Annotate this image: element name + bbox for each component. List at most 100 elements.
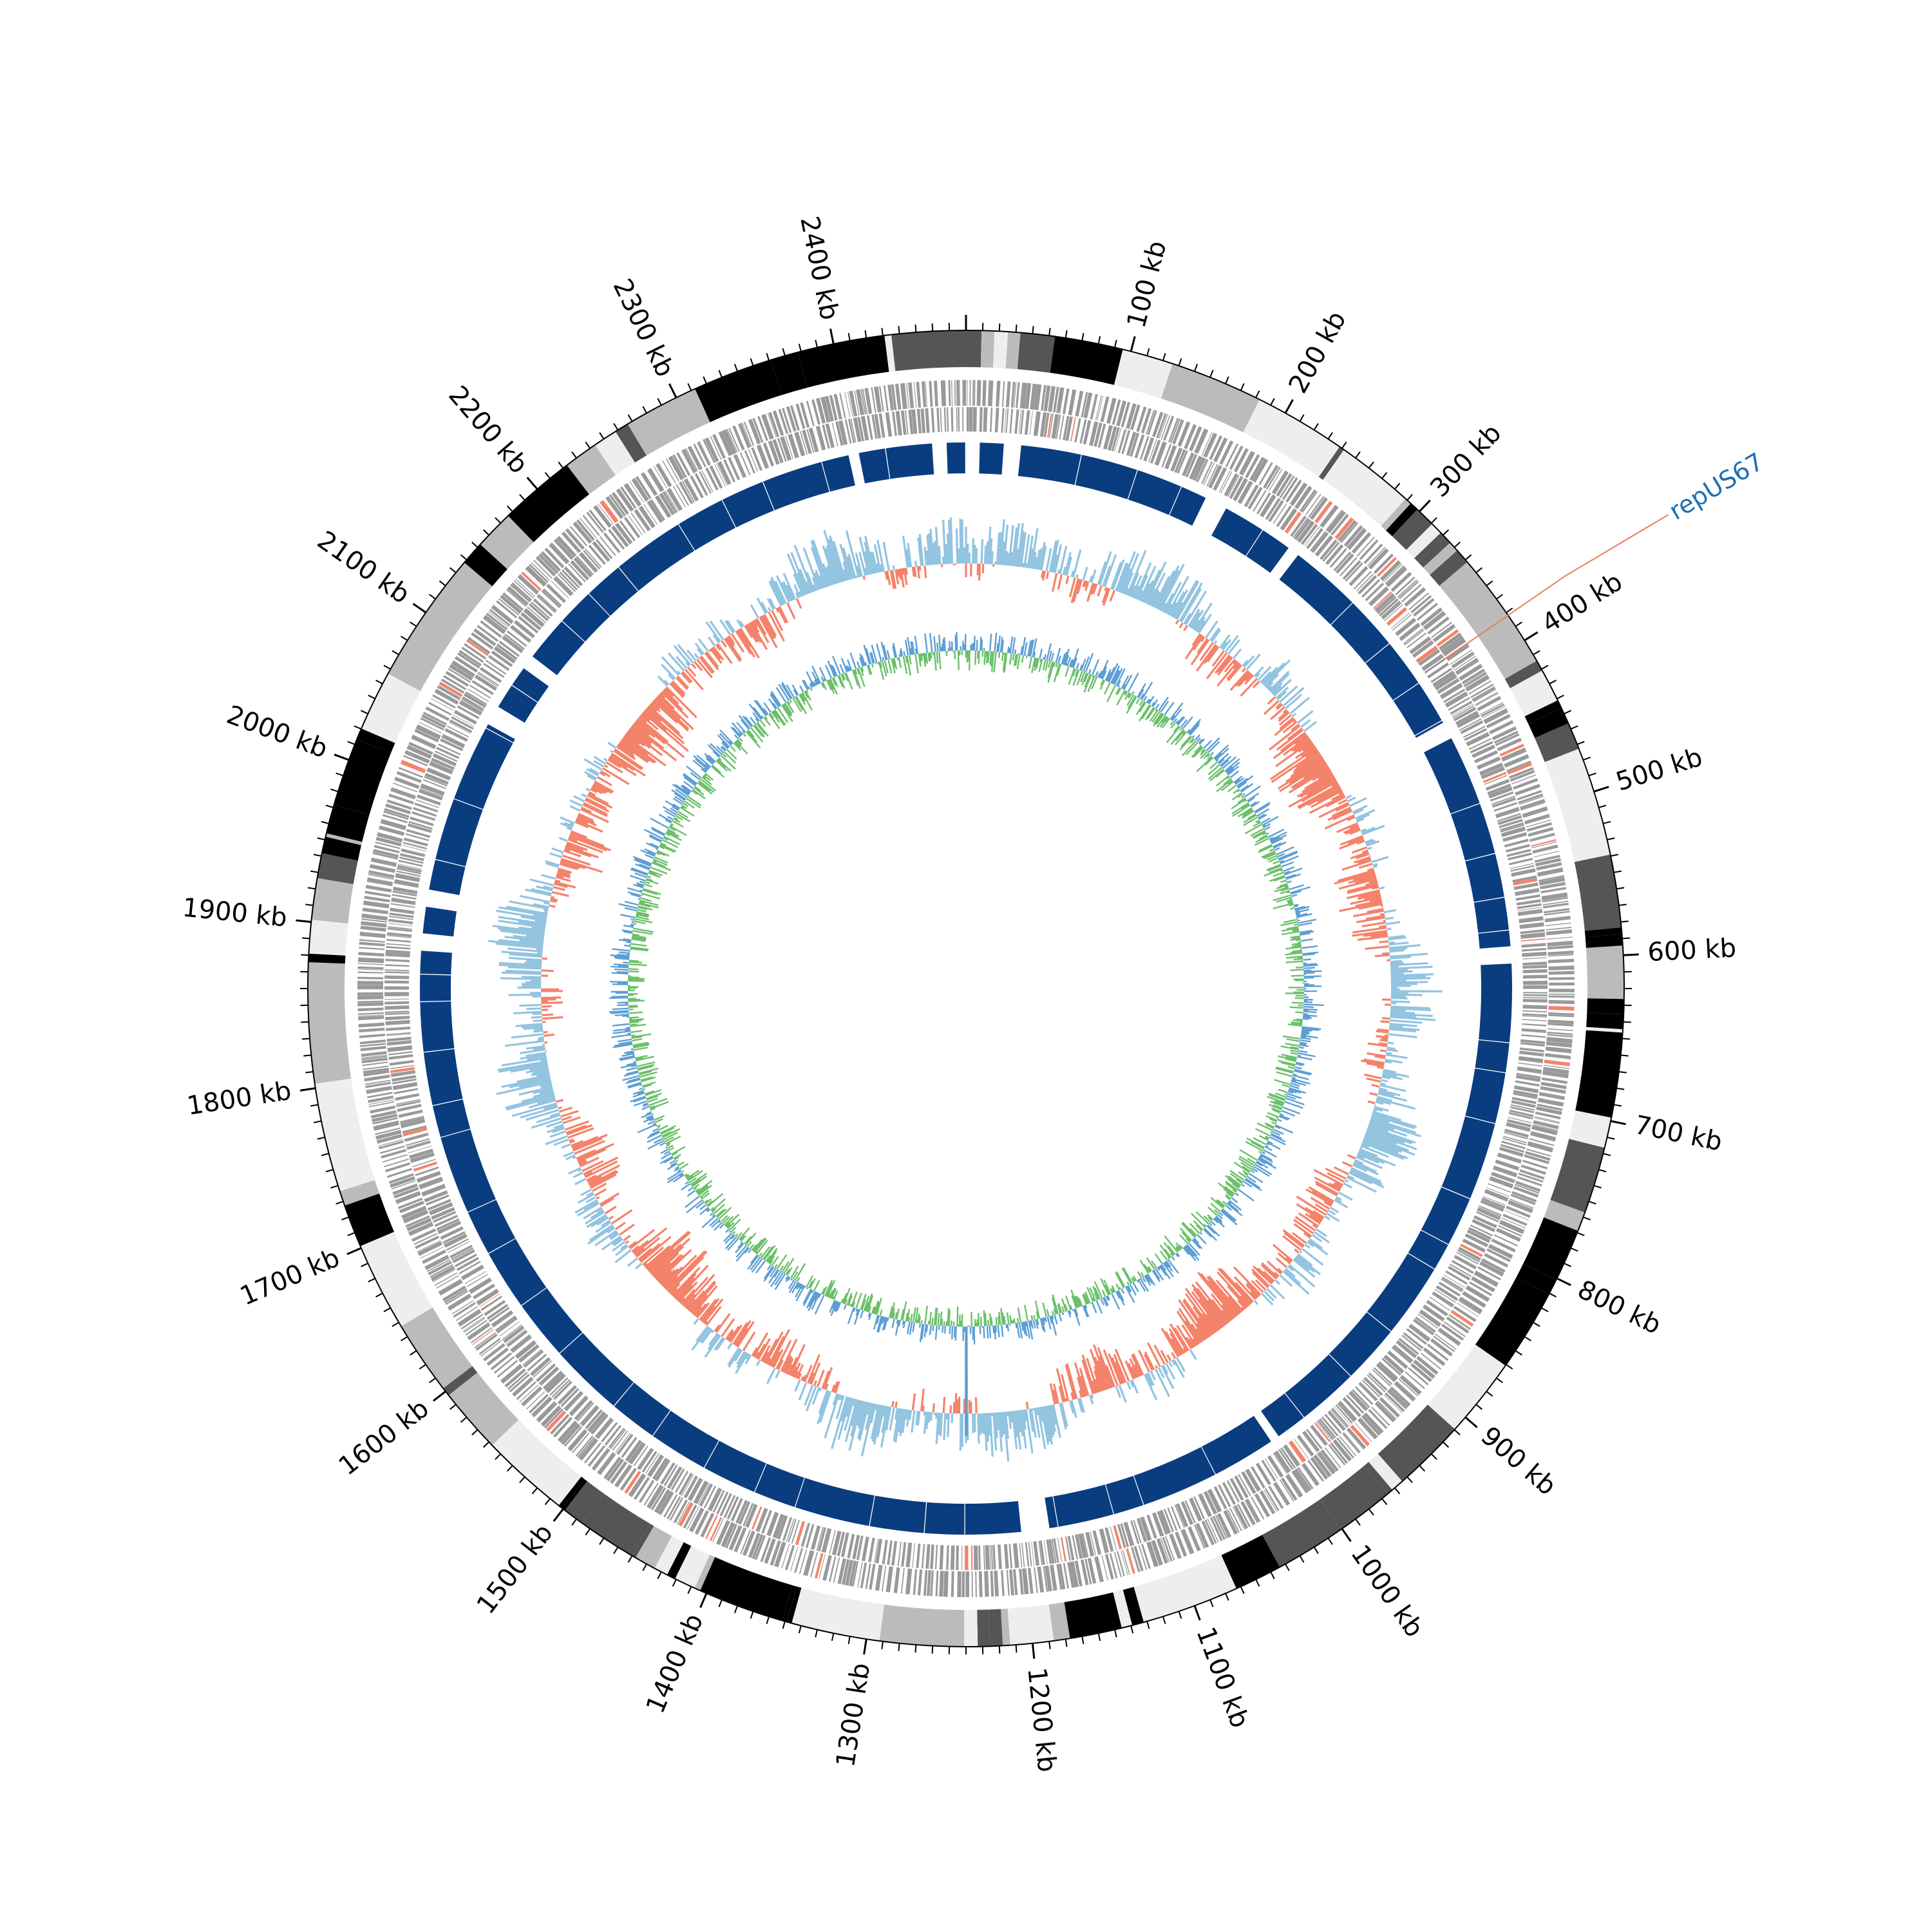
minor-tick — [1613, 1104, 1622, 1107]
minor-tick — [460, 554, 468, 561]
cds-feature — [1506, 1122, 1531, 1132]
gc-content-bar — [684, 668, 704, 690]
gc-skew-bar — [1290, 1083, 1300, 1087]
gc-skew-bar — [895, 1312, 898, 1320]
gc-content-bar — [1233, 659, 1237, 665]
cds-feature — [1522, 997, 1548, 999]
gc-content-bar — [541, 1084, 553, 1089]
cds-feature — [384, 971, 410, 974]
gc-skew-bar — [937, 1312, 940, 1326]
cds-feature — [1511, 1097, 1537, 1104]
cds-feature — [452, 1249, 475, 1264]
gc-skew-bar — [1153, 713, 1164, 727]
gc-skew-bar — [1028, 1320, 1034, 1340]
cds-feature — [1209, 1517, 1223, 1542]
cds-feature — [357, 969, 384, 971]
gc-skew-bar — [677, 1169, 681, 1173]
cds-feature — [1421, 654, 1444, 672]
gc-content-bar — [873, 544, 882, 573]
gc-skew-bar — [737, 1232, 743, 1238]
gc-skew-bar — [1111, 1285, 1116, 1293]
major-tick — [1130, 336, 1136, 352]
cds-feature — [1162, 1537, 1173, 1562]
cds-feature — [1005, 381, 1011, 408]
gc-content-bar — [1353, 856, 1371, 864]
gc-content-bar — [1266, 1288, 1277, 1299]
gc-content-bar — [730, 633, 745, 653]
cds-feature — [878, 386, 884, 412]
gc-skew-bar — [1124, 690, 1128, 696]
gc-skew-bar — [735, 1246, 749, 1262]
cds-feature — [780, 436, 792, 461]
cds-feature — [424, 776, 448, 787]
gc-content-bar — [1325, 1168, 1347, 1180]
cds-feature — [1147, 410, 1157, 435]
gc-skew-bar — [1300, 1034, 1318, 1039]
cds-feature — [395, 1099, 421, 1105]
gc-content-bar — [1293, 1218, 1314, 1235]
gc-content-bar — [558, 867, 573, 874]
gc-skew-bar — [1179, 1227, 1192, 1242]
minor-tick — [1270, 1571, 1275, 1579]
gc-content-bar — [1092, 1380, 1098, 1394]
gc-content-bar — [1352, 804, 1368, 813]
cds-feature — [1542, 900, 1569, 905]
gc-content-bar — [531, 1070, 550, 1077]
gc-content-bar — [1048, 540, 1057, 573]
gc-content-bar — [947, 520, 952, 564]
gc-skew-bar — [1084, 652, 1094, 673]
tick-label: 1900 kb — [181, 893, 289, 933]
cds-feature — [403, 755, 428, 766]
cds-feature — [544, 1408, 564, 1429]
gc-skew-bar — [1127, 696, 1137, 709]
gc-skew-bar — [1146, 1266, 1151, 1273]
gc-content-bar — [1175, 1357, 1186, 1372]
minor-tick — [519, 1476, 526, 1483]
cds-feature — [384, 1159, 409, 1168]
gc-skew-bar — [1052, 662, 1056, 667]
gc-skew-bar — [1295, 966, 1303, 969]
gc-skew-bar — [1263, 823, 1271, 829]
cds-feature — [1518, 1056, 1544, 1063]
gc-content-bar — [1312, 768, 1331, 781]
gc-content-bar — [1328, 1209, 1336, 1216]
cds-feature — [1437, 678, 1460, 694]
ideogram-band — [311, 878, 354, 923]
cds-feature — [1245, 1468, 1261, 1492]
gc-skew-bar — [843, 1304, 847, 1310]
cds-feature — [784, 1545, 795, 1571]
cds-feature — [625, 1439, 643, 1462]
cds-feature — [837, 1558, 846, 1584]
gc-skew-bar — [1292, 1077, 1296, 1079]
gc-skew-bar — [1266, 1141, 1281, 1150]
gc-skew-bar — [1164, 1248, 1172, 1258]
gc-skew-bar — [1064, 1303, 1068, 1312]
gc-content-bar — [810, 1362, 821, 1385]
cds-feature — [384, 964, 410, 967]
gc-content-bar — [1027, 535, 1034, 569]
gc-skew-bar — [1092, 659, 1100, 676]
gc-skew-bar — [1258, 844, 1273, 852]
cds-feature — [1174, 1504, 1185, 1528]
gc-skew-bar — [1240, 784, 1249, 792]
cds-feature — [1083, 420, 1092, 445]
minor-tick — [1496, 1378, 1504, 1383]
gc-skew-bar — [638, 1065, 653, 1071]
gc-content-bar — [1304, 772, 1333, 790]
ideogram-band — [879, 1604, 965, 1647]
gc-skew-bar — [1032, 638, 1037, 658]
gc-content-bar — [664, 1275, 679, 1290]
gc-content-bar — [1356, 840, 1365, 845]
gc-skew-bar — [1231, 792, 1242, 800]
major-tick — [553, 1508, 564, 1522]
gc-content-bar — [1050, 540, 1059, 573]
gc-skew-bar — [1117, 680, 1121, 687]
cds-feature — [1493, 1234, 1518, 1247]
gc-content-bar — [1192, 1338, 1198, 1346]
blast-hit-track — [419, 442, 1512, 1535]
cds-feature — [1446, 643, 1470, 661]
gc-content-bar — [1162, 592, 1174, 613]
ideogram-band — [641, 1529, 672, 1569]
cds-feature — [388, 1051, 413, 1056]
cds-feature — [900, 410, 907, 435]
